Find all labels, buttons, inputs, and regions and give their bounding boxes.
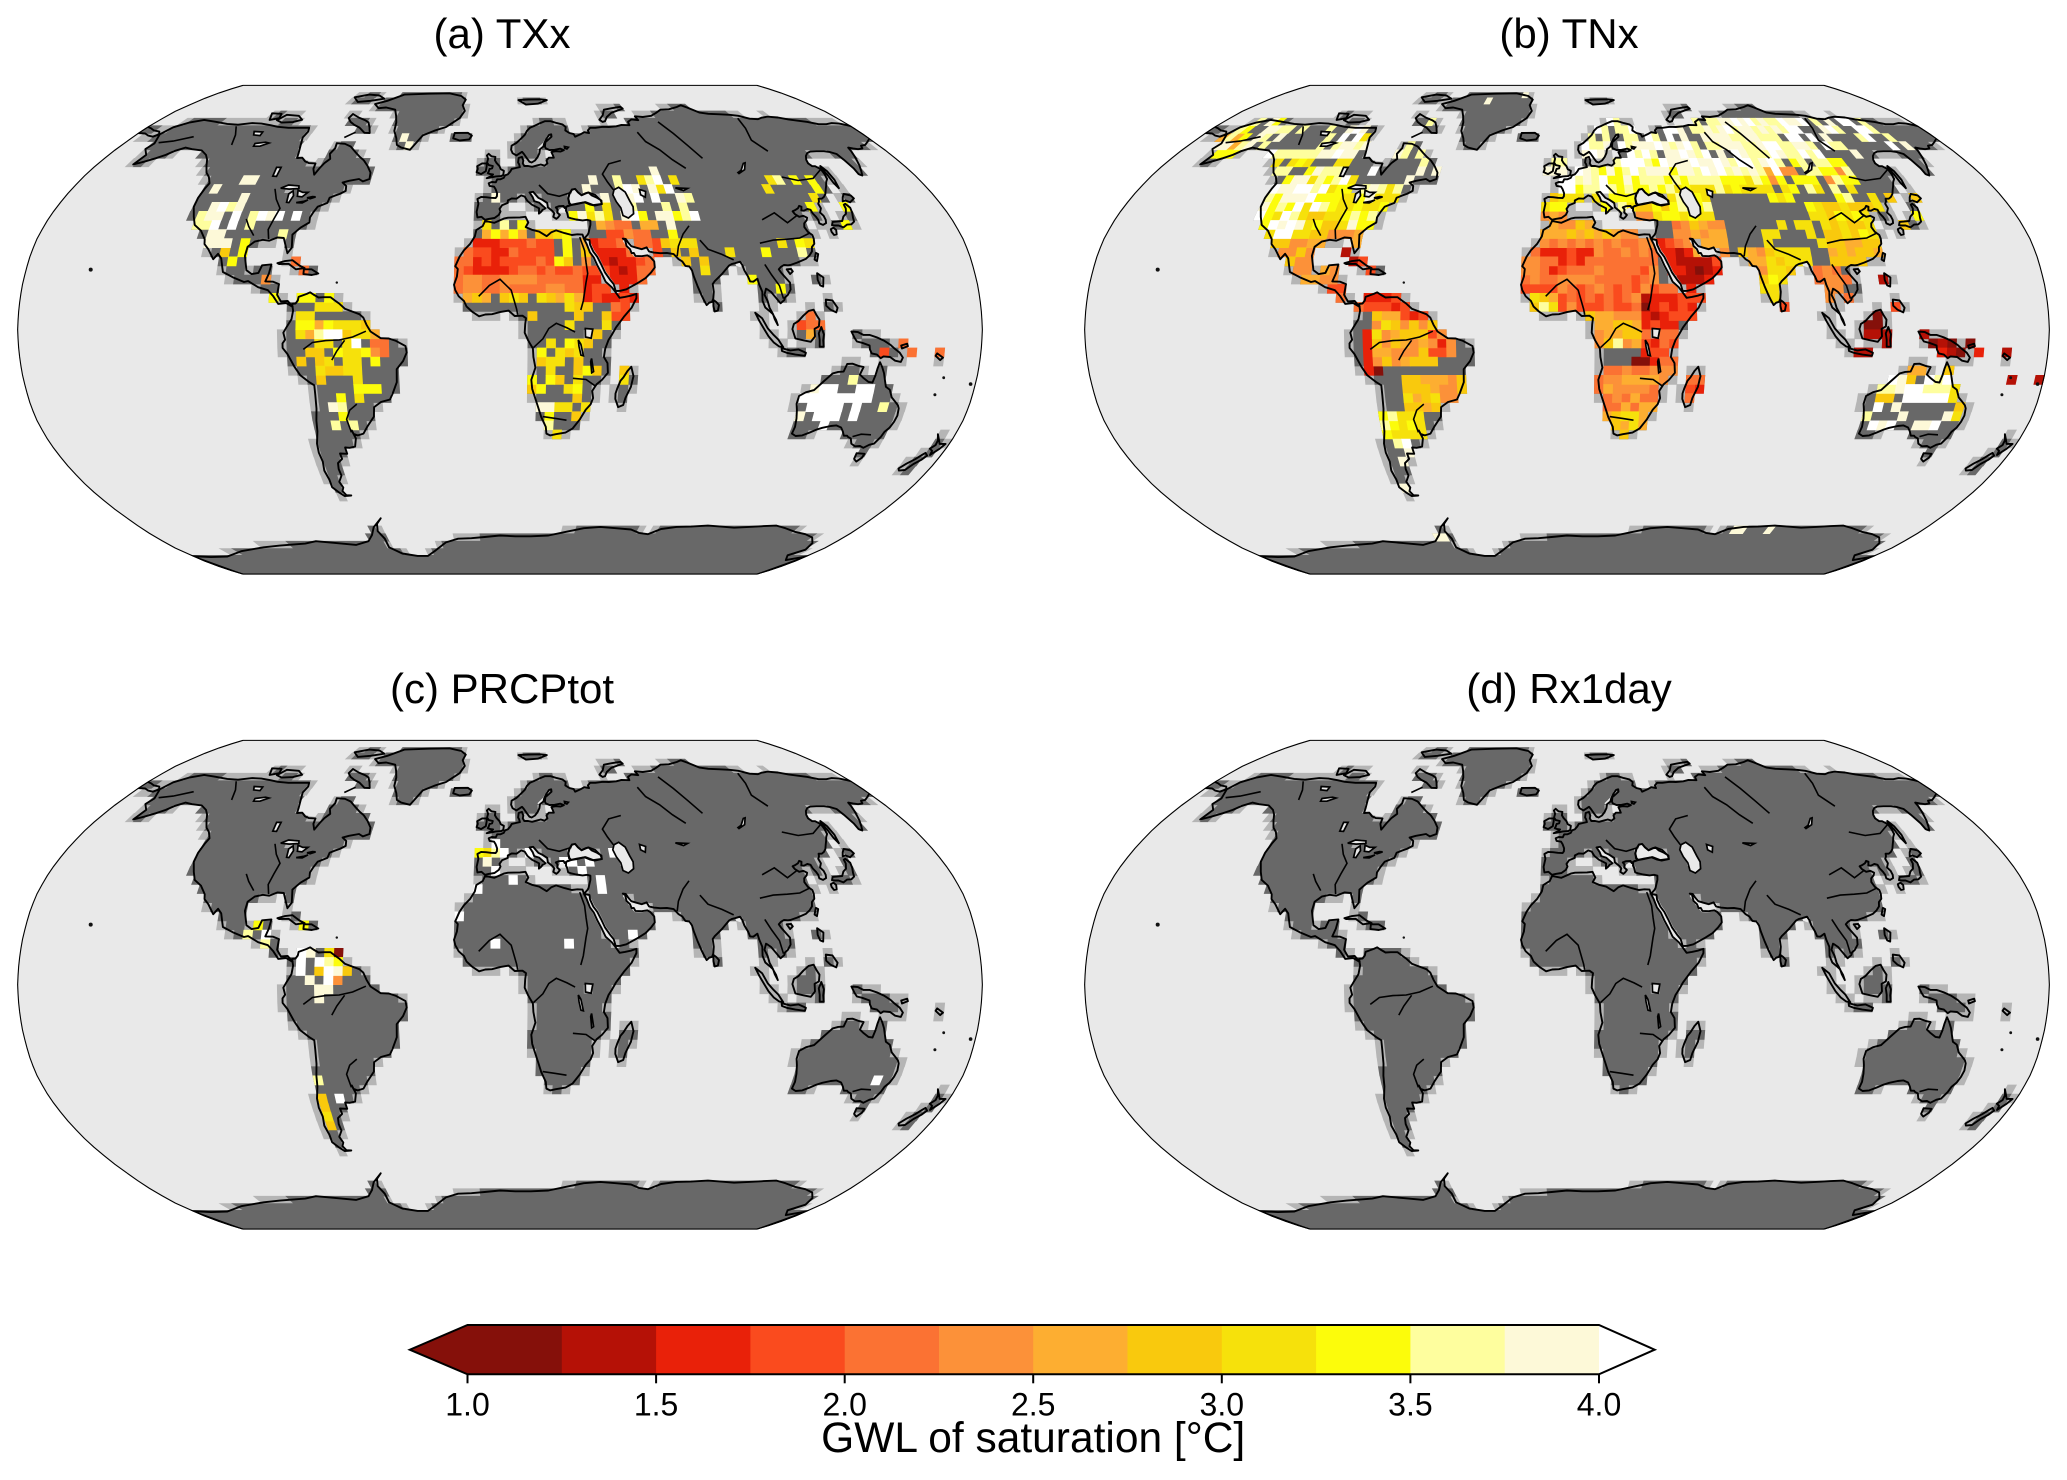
- svg-text:4.0: 4.0: [1577, 1386, 1621, 1422]
- svg-text:(c) PRCPtot: (c) PRCPtot: [390, 665, 614, 712]
- svg-text:3.5: 3.5: [1388, 1386, 1432, 1422]
- svg-text:GWL of saturation [°C]: GWL of saturation [°C]: [821, 1415, 1245, 1462]
- svg-text:1.5: 1.5: [634, 1386, 678, 1422]
- svg-text:(d) Rx1day: (d) Rx1day: [1466, 665, 1671, 712]
- svg-text:2.5: 2.5: [1011, 1386, 1055, 1422]
- svg-text:2.0: 2.0: [822, 1386, 866, 1422]
- svg-text:1.0: 1.0: [445, 1386, 489, 1422]
- svg-text:(a) TXx: (a) TXx: [434, 10, 571, 57]
- svg-text:(b) TNx: (b) TNx: [1499, 10, 1638, 57]
- svg-text:3.0: 3.0: [1200, 1386, 1244, 1422]
